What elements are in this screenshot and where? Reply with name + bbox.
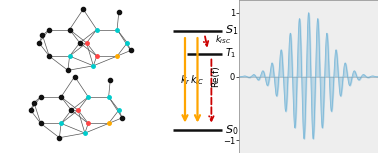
Y-axis label: Re(f): Re(f)	[211, 66, 220, 87]
Text: $T_1$: $T_1$	[225, 47, 237, 60]
Text: $S_0$: $S_0$	[225, 123, 239, 137]
Text: $k_{IC}$: $k_{IC}$	[190, 73, 204, 87]
Text: $k_{ISC}$: $k_{ISC}$	[215, 34, 231, 46]
Text: $k_r$: $k_r$	[180, 73, 191, 87]
Text: $S_1$: $S_1$	[225, 24, 239, 37]
